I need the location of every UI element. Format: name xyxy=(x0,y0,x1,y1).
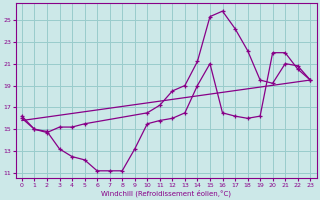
X-axis label: Windchill (Refroidissement éolien,°C): Windchill (Refroidissement éolien,°C) xyxy=(101,189,231,197)
